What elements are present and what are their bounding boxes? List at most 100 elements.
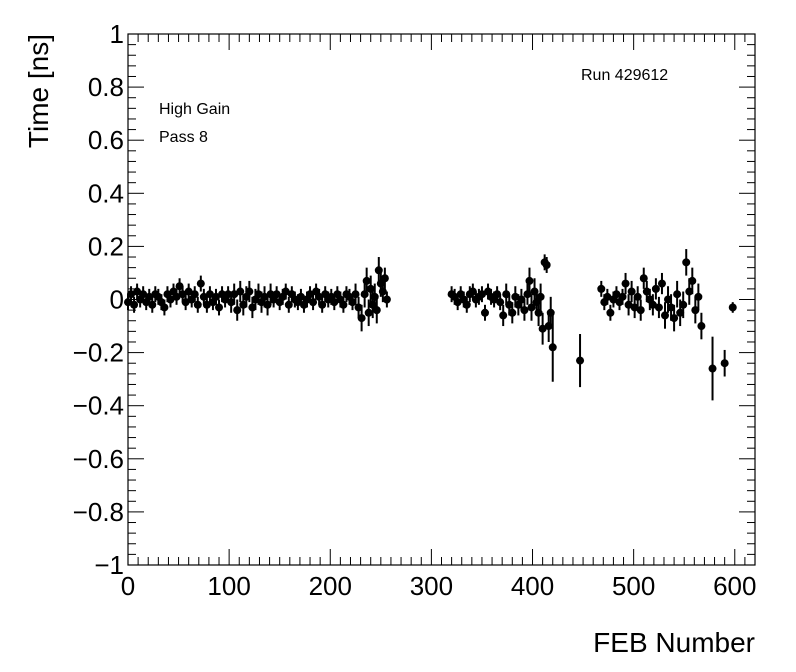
data-point (597, 284, 606, 293)
data-point (517, 295, 526, 304)
data-point (281, 287, 290, 296)
data-point (679, 300, 688, 309)
data-point (364, 308, 373, 317)
x-tick-label: 200 (309, 571, 352, 601)
data-point (382, 295, 391, 304)
data-point (548, 343, 557, 352)
data-point (621, 279, 630, 288)
data-point (378, 287, 387, 296)
x-axis-title: FEB Number (593, 627, 755, 658)
data-point (318, 300, 327, 309)
data-point (230, 290, 239, 299)
data-point (624, 300, 633, 309)
y-tick-label: 1 (110, 19, 124, 49)
data-point (697, 322, 706, 331)
data-point (648, 300, 657, 309)
y-tick-label: −0.6 (73, 444, 124, 474)
data-point (366, 284, 375, 293)
x-tick-label: 600 (713, 571, 756, 601)
data-point (639, 274, 648, 283)
data-point (673, 290, 682, 299)
data-point (227, 298, 236, 307)
data-point (260, 292, 269, 301)
data-point (296, 292, 305, 301)
data-point (511, 292, 520, 301)
y-tick-label: −0.2 (73, 338, 124, 368)
data-point (127, 290, 136, 299)
data-point (263, 300, 272, 309)
data-point (462, 300, 471, 309)
data-point (239, 300, 248, 309)
data-point (480, 308, 489, 317)
gain-annotation: High Gain (159, 101, 230, 118)
data-point (148, 300, 157, 309)
data-point (190, 290, 199, 299)
data-point (527, 303, 536, 312)
y-tick-label: −0.8 (73, 497, 124, 527)
data-point (139, 290, 148, 299)
data-point (351, 290, 360, 299)
axis-ticks (127, 33, 756, 566)
data-point (357, 314, 366, 323)
data-point (502, 290, 511, 299)
data-point (685, 287, 694, 296)
data-point (499, 311, 508, 320)
data-point (354, 303, 363, 312)
data-point (538, 324, 547, 333)
data-point (133, 287, 142, 296)
data-point (691, 306, 700, 315)
data-point (284, 300, 293, 309)
data-points (124, 249, 737, 401)
x-tick-label: 400 (511, 571, 554, 601)
x-tick-label: 300 (410, 571, 453, 601)
y-tick-label: 0.2 (88, 231, 124, 261)
data-point (224, 290, 233, 299)
data-point (181, 298, 190, 307)
data-point (606, 308, 615, 317)
data-point (708, 364, 717, 373)
data-point (184, 287, 193, 296)
x-tick-label: 500 (612, 571, 655, 601)
data-point (576, 356, 585, 365)
y-tick-label: 0 (110, 285, 124, 315)
data-point (339, 300, 348, 309)
data-point (130, 300, 139, 309)
data-point (505, 300, 514, 309)
data-point (348, 298, 357, 307)
data-point (166, 295, 175, 304)
data-point (657, 279, 666, 288)
data-point (688, 276, 697, 285)
y-tick-label: −0.4 (73, 391, 124, 421)
data-point (728, 303, 737, 312)
data-point (660, 311, 669, 320)
data-point (694, 292, 703, 301)
run-annotation: Run 429612 (581, 67, 668, 84)
data-point (542, 260, 551, 269)
data-point (124, 298, 132, 307)
data-point (362, 276, 371, 285)
data-point (496, 298, 505, 307)
y-tick-label: −1 (94, 550, 124, 580)
data-point (172, 292, 181, 301)
data-point (493, 290, 502, 299)
y-tick-label: 0.6 (88, 125, 124, 155)
data-point (372, 306, 381, 315)
y-tick-label: 0.4 (88, 178, 124, 208)
data-point (651, 284, 660, 293)
y-axis-title: Time [ns] (23, 34, 54, 148)
data-point (248, 303, 257, 312)
data-point (468, 287, 477, 296)
data-point (160, 303, 169, 312)
data-point (664, 295, 673, 304)
data-point (233, 306, 242, 315)
data-point (603, 292, 612, 301)
data-point (612, 290, 621, 299)
data-point (477, 290, 486, 299)
data-point (245, 287, 254, 296)
data-point (236, 287, 245, 296)
data-point (536, 292, 545, 301)
data-point (199, 292, 208, 301)
x-tick-label: 100 (207, 571, 250, 601)
data-point (211, 292, 220, 301)
data-point (380, 274, 389, 283)
